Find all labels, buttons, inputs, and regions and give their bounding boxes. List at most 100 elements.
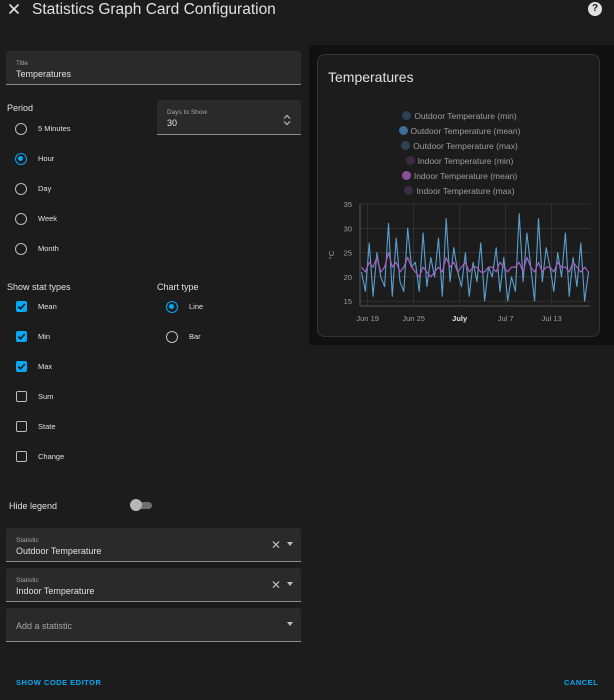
- title-field-value[interactable]: Temperatures: [16, 69, 72, 79]
- legend-item[interactable]: Outdoor Temperature (max): [318, 138, 601, 153]
- check-icon: [17, 303, 26, 310]
- y-tick-label: 25: [344, 249, 352, 258]
- y-axis-label: °C: [327, 250, 336, 259]
- chart-legend: Outdoor Temperature (min) Outdoor Tempera…: [318, 108, 601, 198]
- indoor-temperature-line: [361, 251, 589, 278]
- hide-legend-label: Hide legend: [9, 501, 58, 511]
- stat-types-label: Show stat types: [7, 282, 71, 292]
- radio-button[interactable]: [15, 153, 27, 165]
- radio-button[interactable]: [15, 243, 27, 255]
- dropdown-icon[interactable]: [287, 622, 293, 626]
- option-label: Week: [38, 214, 58, 223]
- period-option-week[interactable]: Week: [6, 211, 146, 227]
- period-option-day[interactable]: Day: [6, 181, 146, 197]
- checkbox[interactable]: [16, 421, 27, 432]
- check-icon: [17, 363, 26, 370]
- legend-dot: [401, 171, 411, 180]
- statistic-field-outdoor[interactable]: Statistic Outdoor Temperature ✕: [6, 528, 301, 562]
- checkbox[interactable]: [16, 331, 27, 342]
- checkbox[interactable]: [16, 361, 27, 372]
- period-option-hour[interactable]: Hour: [6, 151, 146, 167]
- checkbox[interactable]: [16, 391, 27, 402]
- add-statistic-field[interactable]: Add a statistic: [6, 608, 301, 642]
- chart-type-line[interactable]: Line: [157, 299, 297, 315]
- chart-type-bar[interactable]: Bar: [157, 329, 297, 345]
- stat-type-mean[interactable]: Mean: [6, 299, 146, 315]
- days-to-show-label: Days to Show: [167, 109, 208, 116]
- cancel-button[interactable]: CANCEL: [564, 678, 599, 687]
- close-icon[interactable]: [6, 1, 24, 19]
- option-label: Change: [38, 452, 65, 461]
- legend-label: Indoor Temperature (max): [416, 185, 515, 196]
- legend-dot: [402, 111, 412, 120]
- checkbox[interactable]: [16, 451, 27, 462]
- legend-label: Indoor Temperature (min): [417, 155, 514, 166]
- clear-icon[interactable]: ✕: [270, 538, 281, 552]
- option-label: Month: [38, 244, 59, 253]
- option-label: Max: [38, 362, 53, 371]
- spinner-icon[interactable]: [283, 113, 291, 131]
- x-tick-label: Jun 25: [402, 314, 425, 323]
- stat-type-state[interactable]: State: [6, 419, 146, 435]
- stat-type-min[interactable]: Min: [6, 329, 146, 345]
- period-label: Period: [7, 103, 34, 113]
- stat-type-max[interactable]: Max: [6, 359, 146, 375]
- temperature-chart: 35 30 25 20 15 Jun 19 Jun 25 July Jul 7 Jul 13 °C: [327, 200, 590, 323]
- radio-button[interactable]: [15, 123, 27, 135]
- option-label: Mean: [38, 302, 57, 311]
- legend-item[interactable]: Indoor Temperature (mean): [318, 168, 601, 183]
- clear-icon[interactable]: ✕: [270, 578, 281, 592]
- statistic-label: Statistic: [16, 577, 39, 584]
- legend-dot: [401, 141, 411, 150]
- option-label: Day: [38, 184, 52, 193]
- legend-item[interactable]: Indoor Temperature (max): [318, 183, 601, 198]
- days-to-show-value[interactable]: 30: [167, 118, 178, 128]
- radio-button[interactable]: [15, 183, 27, 195]
- stat-type-sum[interactable]: Sum: [6, 389, 146, 405]
- title-field-label: Title: [16, 60, 29, 67]
- hide-legend-toggle[interactable]: [130, 499, 152, 511]
- radio-button[interactable]: [15, 213, 27, 225]
- statistic-field-indoor[interactable]: Statistic Indoor Temperature ✕: [6, 568, 301, 602]
- y-tick-label: 20: [344, 273, 352, 282]
- x-tick-label: Jul 13: [542, 314, 562, 323]
- legend-dot: [405, 156, 415, 165]
- radio-button[interactable]: [166, 301, 178, 313]
- x-tick-label: Jun 19: [356, 314, 379, 323]
- legend-dot: [398, 126, 408, 135]
- x-tick-label: Jul 7: [498, 314, 514, 323]
- option-label: 5 Minutes: [38, 124, 71, 133]
- option-label: State: [38, 422, 56, 431]
- period-option-month[interactable]: Month: [6, 241, 146, 257]
- statistic-value: Indoor Temperature: [16, 586, 95, 596]
- dropdown-icon[interactable]: [287, 582, 293, 586]
- x-tick-label: July: [452, 314, 468, 323]
- option-label: Hour: [38, 154, 55, 163]
- radio-button[interactable]: [166, 331, 178, 343]
- legend-item[interactable]: Outdoor Temperature (min): [318, 108, 601, 123]
- add-statistic-placeholder: Add a statistic: [16, 621, 73, 631]
- card-title: Temperatures: [328, 69, 414, 85]
- statistic-label: Statistic: [16, 537, 39, 544]
- title-field[interactable]: Title Temperatures: [6, 51, 301, 85]
- dialog-header: Statistics Graph Card Configuration ?: [0, 0, 614, 26]
- legend-dot: [404, 186, 414, 195]
- y-tick-label: 35: [344, 200, 352, 209]
- outdoor-temperature-line: [360, 213, 590, 302]
- checkbox[interactable]: [16, 301, 27, 312]
- toggle-track: [132, 502, 152, 509]
- period-option-5-minutes[interactable]: 5 Minutes: [6, 121, 146, 137]
- dropdown-icon[interactable]: [287, 542, 293, 546]
- stat-type-change[interactable]: Change: [6, 449, 146, 465]
- legend-label: Outdoor Temperature (min): [414, 110, 517, 121]
- dialog-title: Statistics Graph Card Configuration: [32, 1, 276, 18]
- legend-item[interactable]: Indoor Temperature (min): [318, 153, 601, 168]
- legend-item[interactable]: Outdoor Temperature (mean): [318, 123, 601, 138]
- show-code-editor-button[interactable]: SHOW CODE EDITOR: [16, 678, 102, 687]
- toggle-thumb: [130, 499, 142, 511]
- chart-type-label: Chart type: [157, 282, 199, 292]
- days-to-show-field[interactable]: Days to Show 30: [157, 100, 301, 135]
- help-icon[interactable]: ?: [588, 2, 602, 16]
- legend-label: Outdoor Temperature (mean): [410, 125, 521, 136]
- option-label: Sum: [38, 392, 54, 401]
